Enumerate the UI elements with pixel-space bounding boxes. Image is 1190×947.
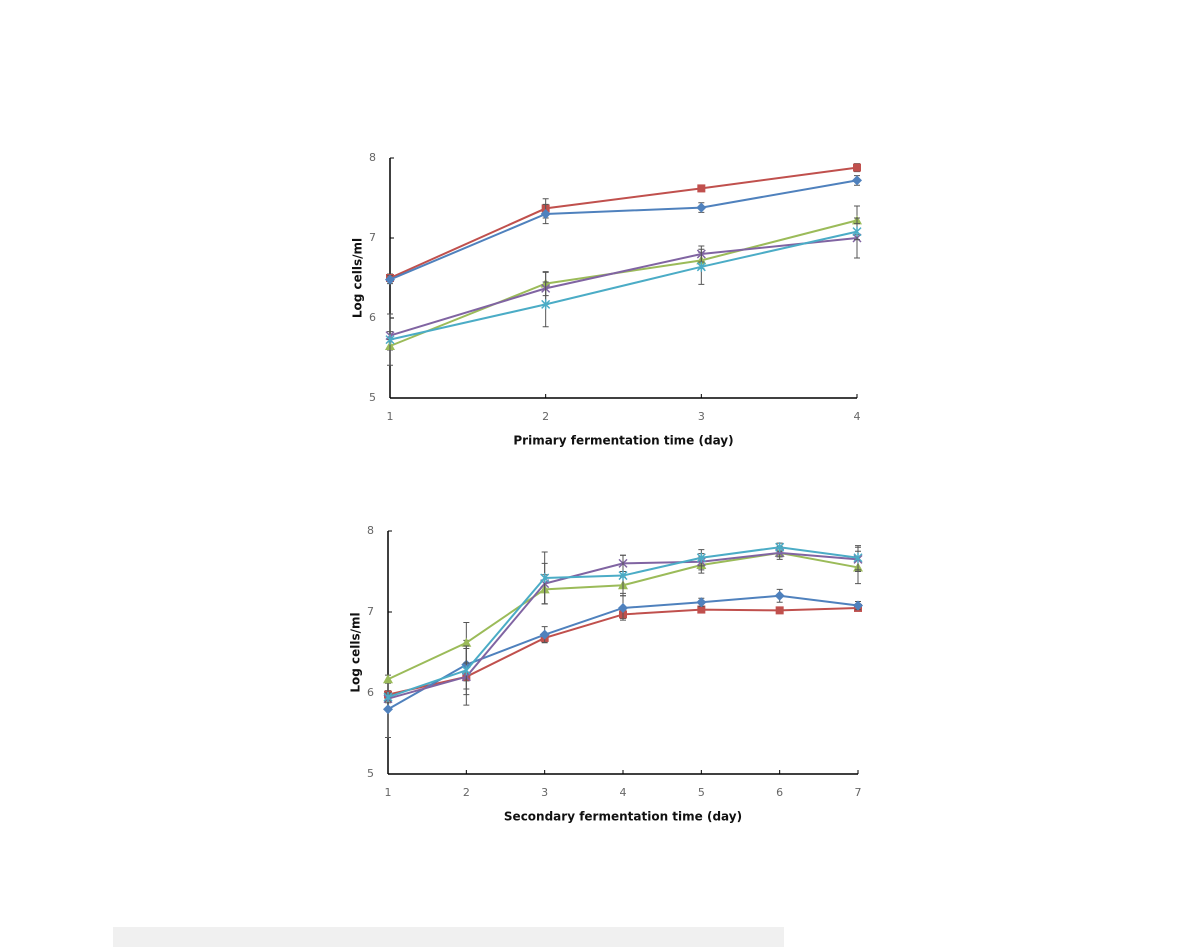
marker <box>540 209 551 219</box>
x-tick-label: 4 <box>854 410 861 423</box>
y-tick-label: 7 <box>369 231 376 244</box>
marker <box>775 606 784 615</box>
x-tick-label: 1 <box>385 786 392 799</box>
marker <box>774 590 785 601</box>
x-axis-label: Primary fermentation time (day) <box>513 434 733 448</box>
y-tick-label: 8 <box>367 524 374 537</box>
x-tick-label: 7 <box>855 786 862 799</box>
marker <box>696 261 706 272</box>
x-tick-label: 5 <box>698 786 705 799</box>
series-line <box>389 237 858 337</box>
marker <box>696 552 706 563</box>
marker <box>618 602 628 613</box>
marker <box>853 600 863 611</box>
marker <box>852 175 862 186</box>
marker <box>461 665 471 676</box>
marker <box>775 542 785 553</box>
marker <box>383 674 393 684</box>
marker <box>383 704 393 715</box>
marker <box>385 334 395 345</box>
marker <box>696 597 707 608</box>
y-tick-label: 6 <box>367 686 374 699</box>
marker <box>539 629 550 640</box>
series-line <box>389 230 858 341</box>
marker <box>697 184 706 193</box>
x-axis-label: Secondary fermentation time (day) <box>504 810 742 824</box>
y-tick-label: 6 <box>369 311 376 324</box>
y-tick-label: 5 <box>369 391 376 404</box>
series-line <box>389 219 858 347</box>
marker <box>618 570 628 581</box>
footer-bar <box>113 927 784 947</box>
marker <box>383 692 393 703</box>
x-tick-label: 3 <box>698 410 705 423</box>
marker <box>697 605 706 614</box>
marker <box>540 572 550 583</box>
marker <box>696 202 707 213</box>
y-tick-label: 7 <box>367 605 374 618</box>
marker <box>852 226 862 237</box>
marker <box>853 552 863 563</box>
x-tick-label: 3 <box>541 786 548 799</box>
x-tick-label: 4 <box>620 786 627 799</box>
y-tick-label: 8 <box>369 151 376 164</box>
x-tick-label: 2 <box>463 786 470 799</box>
y-axis-label: Log cells/ml <box>351 238 365 318</box>
series-line <box>389 166 858 279</box>
marker <box>461 637 472 647</box>
x-tick-label: 1 <box>387 410 394 423</box>
marker <box>385 274 395 285</box>
y-axis-label: Log cells/ml <box>349 612 363 692</box>
series-line <box>387 606 859 696</box>
x-tick-label: 2 <box>542 410 549 423</box>
series-line <box>389 179 858 281</box>
x-tick-label: 6 <box>776 786 783 799</box>
y-tick-label: 5 <box>367 767 374 780</box>
marker <box>853 163 861 172</box>
marker <box>541 299 551 310</box>
